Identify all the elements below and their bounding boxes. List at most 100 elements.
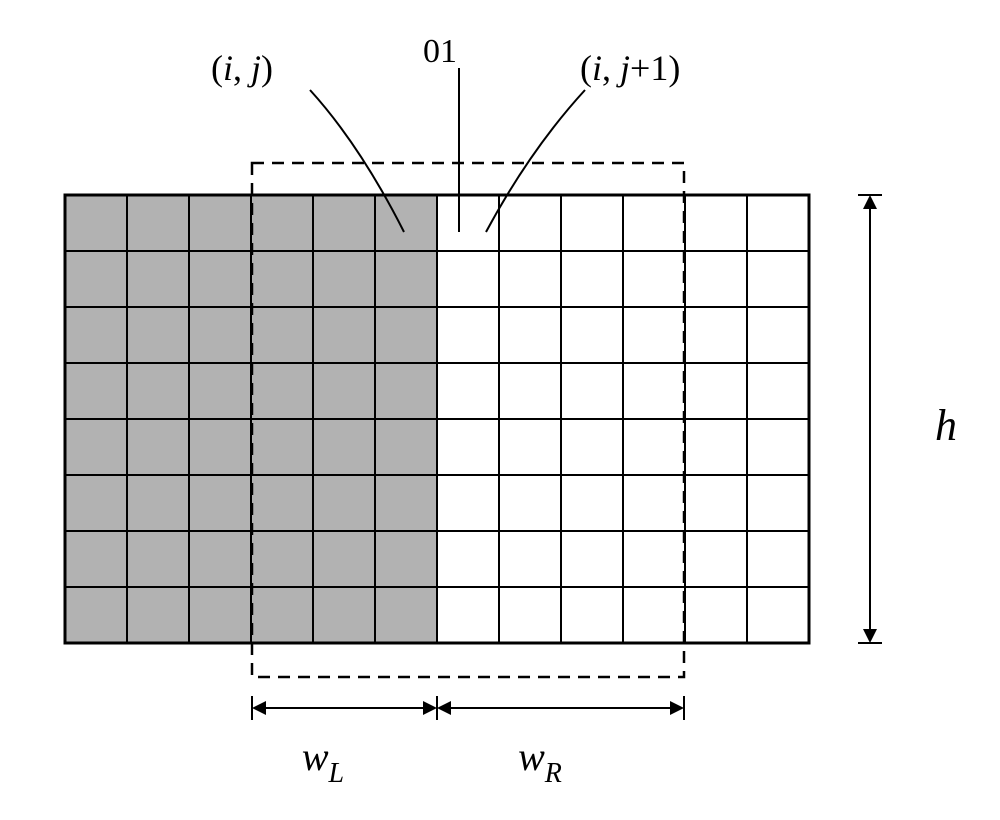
grid	[65, 195, 809, 643]
grid-cell	[375, 587, 437, 643]
label-wR: wR	[518, 734, 562, 789]
grid-cell	[561, 419, 623, 475]
grid-cell	[375, 363, 437, 419]
grid-cell	[499, 587, 561, 643]
grid-cell	[189, 307, 251, 363]
grid-cell	[251, 363, 313, 419]
grid-cell	[499, 251, 561, 307]
grid-cell	[561, 531, 623, 587]
grid-cell	[313, 307, 375, 363]
grid-cell	[251, 419, 313, 475]
label-wL: wL	[302, 734, 344, 789]
grid-cell	[437, 419, 499, 475]
grid-cell	[561, 251, 623, 307]
grid-cell	[437, 195, 499, 251]
grid-cell	[251, 195, 313, 251]
grid-cell	[437, 363, 499, 419]
grid-cell	[375, 419, 437, 475]
grid-cell	[189, 475, 251, 531]
grid-cell	[685, 251, 747, 307]
grid-cell	[561, 363, 623, 419]
grid-cell	[685, 531, 747, 587]
grid-cell	[623, 419, 685, 475]
grid-cell	[561, 587, 623, 643]
grid-cell	[623, 531, 685, 587]
grid-cell	[747, 251, 809, 307]
grid-cell	[747, 475, 809, 531]
grid-cell	[685, 475, 747, 531]
grid-cell	[313, 363, 375, 419]
arrowhead	[252, 701, 266, 715]
grid-cell	[685, 195, 747, 251]
grid-cell	[437, 251, 499, 307]
grid-cell	[313, 419, 375, 475]
grid-cell	[499, 419, 561, 475]
grid-cell	[313, 531, 375, 587]
grid-cell	[127, 363, 189, 419]
grid-cell	[747, 363, 809, 419]
grid-cell	[623, 475, 685, 531]
grid-cell	[127, 475, 189, 531]
grid-cell	[747, 587, 809, 643]
grid-cell	[561, 475, 623, 531]
grid-cell	[499, 475, 561, 531]
grid-cell	[561, 307, 623, 363]
grid-cell	[189, 251, 251, 307]
grid-cell	[127, 307, 189, 363]
grid-cell	[251, 531, 313, 587]
grid-cell	[127, 251, 189, 307]
grid-cell	[437, 531, 499, 587]
grid-cell	[499, 531, 561, 587]
diagram-svg: (i, j) 01 (i, j+1) h wL wR	[0, 0, 1000, 820]
grid-cell	[561, 195, 623, 251]
grid-cell	[685, 419, 747, 475]
arrowhead	[670, 701, 684, 715]
dimension-wR	[437, 696, 684, 720]
grid-cell	[251, 475, 313, 531]
grid-cell	[189, 531, 251, 587]
grid-cell	[437, 587, 499, 643]
grid-cell	[127, 419, 189, 475]
grid-cell	[65, 195, 127, 251]
grid-cell	[623, 195, 685, 251]
grid-cell	[127, 587, 189, 643]
dimension-wL	[252, 696, 437, 720]
diagram-container: (i, j) 01 (i, j+1) h wL wR	[0, 0, 1000, 820]
grid-cell	[685, 587, 747, 643]
grid-cell	[189, 419, 251, 475]
grid-cell	[623, 587, 685, 643]
grid-cell	[623, 363, 685, 419]
grid-cell	[313, 251, 375, 307]
grid-cell	[65, 531, 127, 587]
arrowhead	[863, 629, 877, 643]
label-01: 01	[423, 33, 457, 70]
grid-cell	[375, 195, 437, 251]
grid-cell	[189, 363, 251, 419]
label-ij-plus-1: (i, j+1)	[580, 48, 680, 88]
grid-cell	[375, 531, 437, 587]
grid-cell	[313, 195, 375, 251]
grid-cell	[251, 587, 313, 643]
arrowhead	[437, 701, 451, 715]
grid-cell	[437, 307, 499, 363]
grid-cell	[747, 419, 809, 475]
grid-cell	[189, 587, 251, 643]
grid-cell	[747, 531, 809, 587]
grid-cell	[623, 251, 685, 307]
grid-cell	[375, 251, 437, 307]
grid-cell	[65, 475, 127, 531]
grid-cell	[127, 195, 189, 251]
grid-cell	[623, 307, 685, 363]
grid-cell	[747, 195, 809, 251]
grid-cell	[499, 307, 561, 363]
grid-cell	[685, 307, 747, 363]
grid-cell	[189, 195, 251, 251]
grid-cell	[747, 307, 809, 363]
grid-cell	[65, 419, 127, 475]
grid-cell	[437, 475, 499, 531]
arrowhead	[863, 195, 877, 209]
label-h: h	[935, 401, 957, 450]
grid-cell	[499, 195, 561, 251]
grid-cell	[127, 531, 189, 587]
dimension-h	[858, 195, 882, 643]
